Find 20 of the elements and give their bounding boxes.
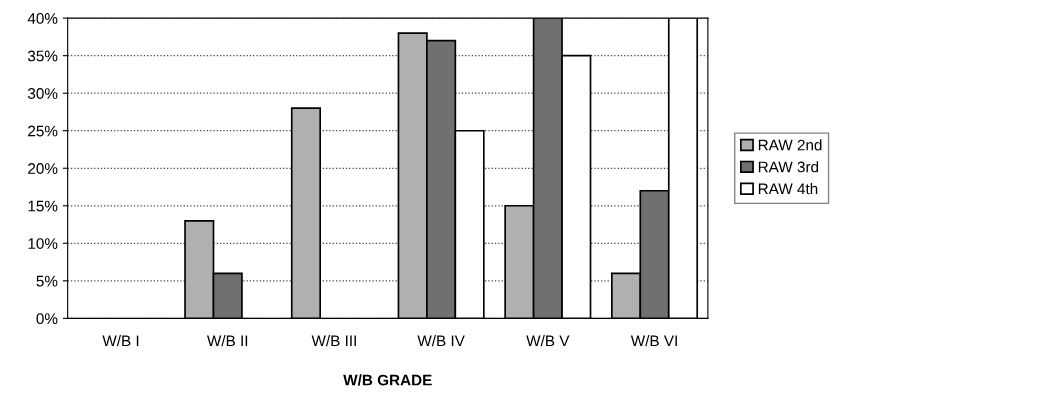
y-tick-label: 40% [27, 13, 58, 24]
bar [290, 107, 322, 319]
y-tick-label: 20% [28, 163, 58, 174]
x-tick-label: W/B IV [417, 335, 465, 347]
legend-label: RAW 3rd [758, 161, 819, 173]
legend-label: RAW 2nd [758, 139, 822, 151]
y-tick-label: 5% [36, 275, 58, 287]
y-tick-label: 35% [27, 50, 58, 62]
x-tick-label: W/B VI [630, 335, 677, 347]
y-tick-label: 30% [27, 88, 58, 99]
y-tick-label: 0% [36, 313, 58, 325]
x-axis-title: W/B GRADE [343, 374, 432, 386]
x-tick-label: W/B V [526, 335, 570, 347]
x-tick-label: W/B III [311, 335, 356, 347]
x-tick-label: W/B II [206, 335, 248, 347]
y-tick-label: 15% [28, 200, 58, 212]
x-tick-label: W/B I [102, 335, 139, 347]
y-tick-label: 10% [28, 238, 58, 249]
legend-label: RAW 4th [758, 183, 818, 195]
y-tick-label: 25% [28, 125, 58, 137]
